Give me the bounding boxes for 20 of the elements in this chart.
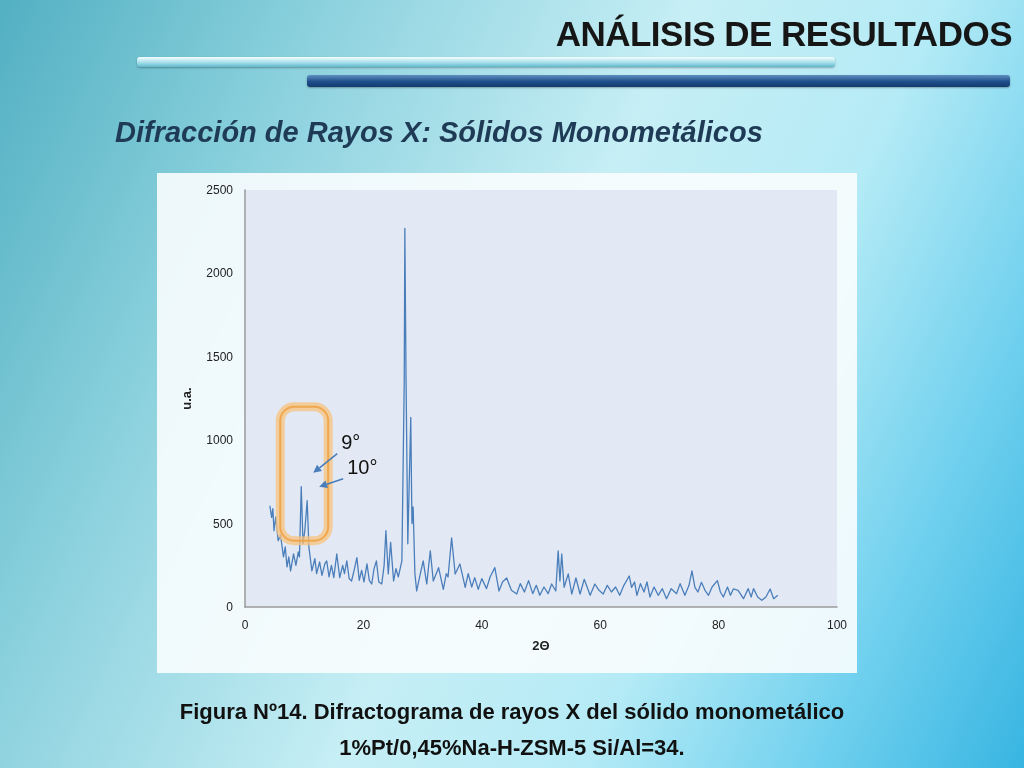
annotation: 10° (347, 455, 378, 478)
text: Figura Nº14. Difractograma de rayos X del sólido monometálico 1%Pt/0,45%Na-H-ZSM-5 Si/Al=34. (178, 698, 846, 762)
y-tick-label: 1000 (206, 433, 234, 448)
x-axis-title: 2Θ (532, 638, 550, 653)
y-tick-label: 2000 (206, 266, 234, 281)
x-tick-label: 100 (826, 618, 848, 632)
x-tick-label: 40 (475, 618, 489, 632)
y-tick-label: 2500 (206, 183, 234, 197)
y-tick-label: 500 (212, 516, 234, 531)
y-axis-title: u.a. (179, 387, 194, 410)
line-series (269, 227, 779, 601)
x-tick-label: 60 (593, 618, 608, 632)
y-tick-label: 1500 (206, 349, 234, 364)
annotation: 9° (341, 430, 361, 453)
chart-subtitle: Difracción de Rayos X: Sólidos Monometálicos (115, 115, 763, 150)
y-tick-label: 0 (226, 600, 234, 614)
x-tick-label: 0 (241, 618, 249, 632)
x-tick-label: 80 (711, 618, 726, 632)
chart-title: ANÁLISIS DE RESULTADOS (555, 13, 1012, 55)
x-tick-label: 20 (356, 618, 371, 632)
